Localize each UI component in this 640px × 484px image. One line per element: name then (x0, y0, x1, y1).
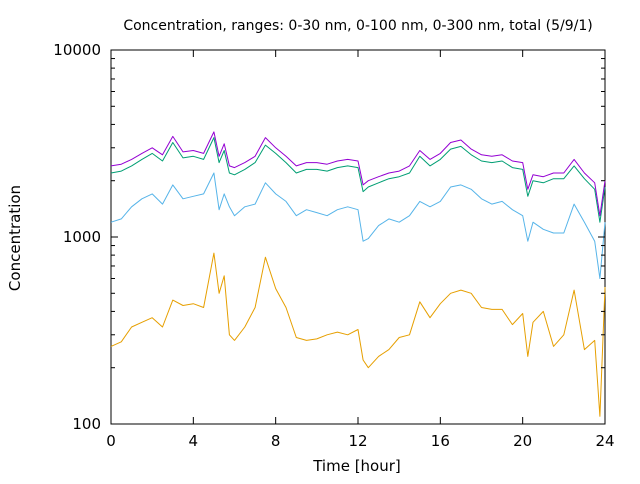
chart-title: Concentration, ranges: 0-30 nm, 0-100 nm… (123, 18, 592, 34)
series-line-1 (110, 252, 606, 417)
x-tick-label: 4 (189, 432, 199, 450)
x-axis-label: Time [hour] (312, 457, 401, 475)
x-tick-label: 8 (271, 432, 281, 450)
x-tick-label: 16 (431, 432, 450, 450)
x-tick-label: 20 (513, 432, 532, 450)
y-tick-label: 1000 (63, 228, 101, 246)
plot-frame (110, 49, 606, 425)
y-tick-label: 10000 (53, 41, 101, 59)
series-line-3 (110, 137, 606, 223)
x-tick-label: 0 (106, 432, 116, 450)
series-line-4 (110, 131, 606, 217)
y-tick-label: 100 (72, 415, 101, 433)
x-tick-label: 12 (348, 432, 367, 450)
series-line-2 (110, 172, 606, 279)
y-axis-label: Concentration (6, 185, 24, 291)
x-tick-label: 24 (595, 432, 614, 450)
